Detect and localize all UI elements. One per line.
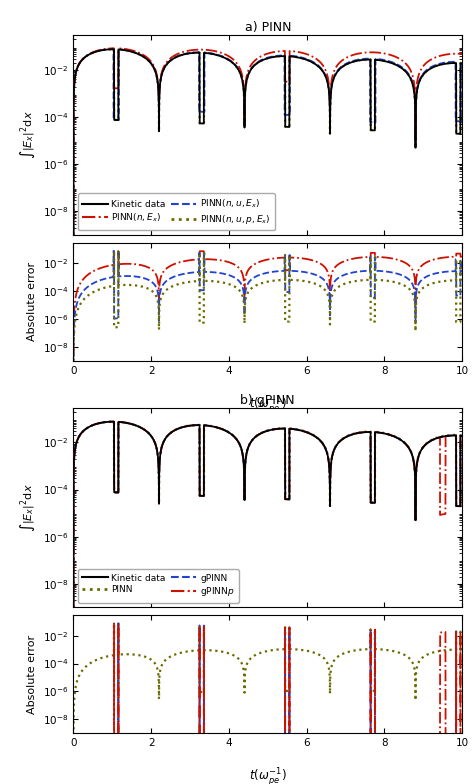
X-axis label: $t(\omega_{pe}^{-1})$: $t(\omega_{pe}^{-1})$ (249, 394, 287, 416)
Title: a) PINN: a) PINN (245, 21, 291, 34)
Title: b) gPINN: b) gPINN (240, 394, 295, 407)
Y-axis label: Absolute error: Absolute error (27, 262, 37, 341)
Legend: Kinetic data, PINN$(n,E_x)$, PINN$(n,u,E_x)$, PINN$(n,u,p,E_x)$: Kinetic data, PINN$(n,E_x)$, PINN$(n,u,E… (78, 193, 275, 230)
Y-axis label: Absolute error: Absolute error (27, 634, 37, 713)
Y-axis label: $\int|E_x|^2\mathrm{d}x$: $\int|E_x|^2\mathrm{d}x$ (19, 483, 37, 532)
Y-axis label: $\int|E_x|^2\mathrm{d}x$: $\int|E_x|^2\mathrm{d}x$ (19, 111, 37, 159)
X-axis label: $t(\omega_{pe}^{-1})$: $t(\omega_{pe}^{-1})$ (249, 766, 287, 784)
Legend: Kinetic data, PINN, gPINN, gPINN$p$: Kinetic data, PINN, gPINN, gPINN$p$ (78, 569, 239, 603)
